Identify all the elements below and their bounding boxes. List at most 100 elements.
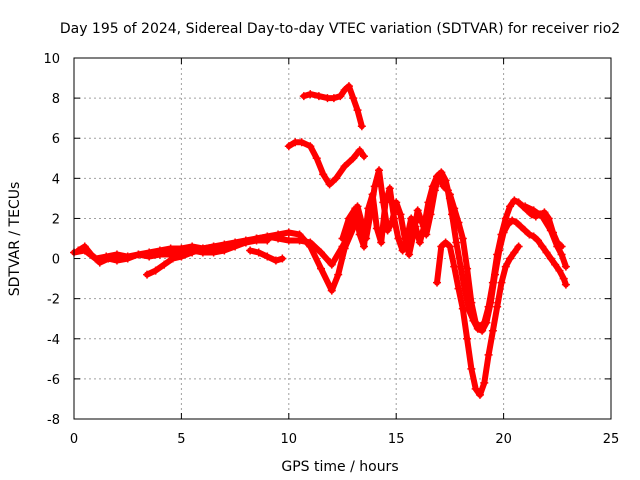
data-point-marker: [480, 378, 489, 387]
data-point-marker: [220, 242, 229, 251]
data-point-marker: [355, 146, 364, 155]
series-arc-e: [300, 83, 365, 130]
data-point-marker: [338, 234, 347, 243]
data-point-marker: [271, 256, 280, 265]
data-series: [70, 82, 570, 399]
data-point-marker: [510, 248, 519, 257]
data-point-marker: [177, 252, 186, 261]
data-point-marker: [467, 364, 476, 373]
data-point-marker: [160, 260, 169, 269]
data-point-marker: [426, 210, 435, 219]
data-point-marker: [538, 242, 547, 251]
data-point-marker: [503, 220, 512, 229]
data-point-marker: [155, 250, 164, 259]
data-point-marker: [512, 218, 521, 227]
data-point-marker: [546, 254, 555, 263]
data-point-marker: [508, 216, 517, 225]
data-point-marker: [454, 284, 463, 293]
series-arc-b: [75, 223, 357, 268]
data-point-marker: [514, 198, 523, 207]
data-point-marker: [112, 256, 121, 265]
data-point-marker: [521, 226, 530, 235]
data-point-marker: [379, 198, 388, 207]
data-point-marker: [417, 218, 426, 227]
data-point-marker: [209, 242, 218, 251]
data-point-marker: [349, 218, 358, 227]
data-point-marker: [306, 238, 315, 247]
data-point-marker: [95, 258, 104, 267]
data-point-marker: [469, 316, 478, 325]
y-tick-label: 4: [52, 172, 60, 187]
data-point-marker: [514, 242, 523, 251]
data-point-marker: [529, 206, 538, 215]
data-point-marker: [506, 254, 515, 263]
data-point-marker: [241, 238, 250, 247]
data-point-marker: [405, 250, 414, 259]
data-point-marker: [284, 236, 293, 245]
data-point-marker: [482, 318, 491, 327]
y-tick-label: -2: [47, 293, 60, 308]
data-point-marker: [521, 202, 530, 211]
y-tick-labels: -8 -6 -4 -2 0 2 4 6 8 10: [43, 52, 60, 428]
data-point-marker: [375, 166, 384, 175]
data-point-marker: [542, 248, 551, 257]
x-tick-label: 10: [281, 432, 298, 447]
data-point-marker: [198, 244, 207, 253]
data-point-marker: [493, 302, 502, 311]
data-point-marker: [263, 236, 272, 245]
data-point-marker: [473, 324, 482, 333]
data-point-marker: [501, 214, 510, 223]
data-point-marker: [252, 236, 261, 245]
plot-frame: [73, 57, 612, 420]
data-point-marker: [463, 264, 472, 273]
data-point-marker: [340, 162, 349, 171]
data-point-marker: [460, 286, 469, 295]
data-point-marker: [344, 82, 353, 91]
data-point-marker: [334, 270, 343, 279]
y-tick-label: 10: [43, 52, 60, 67]
data-point-marker: [499, 228, 508, 237]
y-tick-label: 2: [52, 212, 60, 227]
data-point-marker: [359, 152, 368, 161]
data-point-marker: [284, 142, 293, 151]
y-tick-label: 6: [52, 132, 60, 147]
data-point-marker: [456, 262, 465, 271]
y-tick-label: -4: [47, 333, 60, 348]
data-point-marker: [484, 350, 493, 359]
data-point-marker: [529, 232, 538, 241]
data-point-marker: [443, 186, 452, 195]
data-point-marker: [312, 154, 321, 163]
data-point-marker: [486, 298, 495, 307]
x-tick-label: 25: [603, 432, 620, 447]
data-point-marker: [383, 226, 392, 235]
data-point-marker: [422, 230, 431, 239]
data-point-marker: [317, 264, 326, 273]
data-point-marker: [448, 210, 457, 219]
data-point-marker: [396, 210, 405, 219]
x-axis-label: GPS time / hours: [281, 459, 398, 475]
data-point-marker: [533, 236, 542, 245]
y-tick-label: -6: [47, 373, 60, 388]
series-arc-c: [144, 237, 271, 278]
data-point-marker: [336, 92, 345, 101]
x-tick-label: 15: [388, 432, 405, 447]
data-point-marker: [246, 246, 255, 255]
data-point-marker: [452, 238, 461, 247]
data-point-marker: [87, 250, 96, 259]
data-point-marker: [525, 230, 534, 239]
data-point-marker: [338, 242, 347, 251]
data-point-marker: [231, 240, 240, 249]
data-point-marker: [430, 186, 439, 195]
data-point-marker: [415, 238, 424, 247]
data-point-marker: [441, 238, 450, 247]
data-point-marker: [332, 174, 341, 183]
data-point-marker: [413, 206, 422, 215]
data-point-marker: [465, 306, 474, 315]
data-point-marker: [353, 202, 362, 211]
x-tick-labels: 0 5 10 15 20 25: [70, 432, 619, 447]
data-point-marker: [263, 252, 272, 261]
y-tick-label: 0: [52, 253, 60, 268]
axis-ticks: [73, 57, 612, 420]
data-point-marker: [327, 286, 336, 295]
